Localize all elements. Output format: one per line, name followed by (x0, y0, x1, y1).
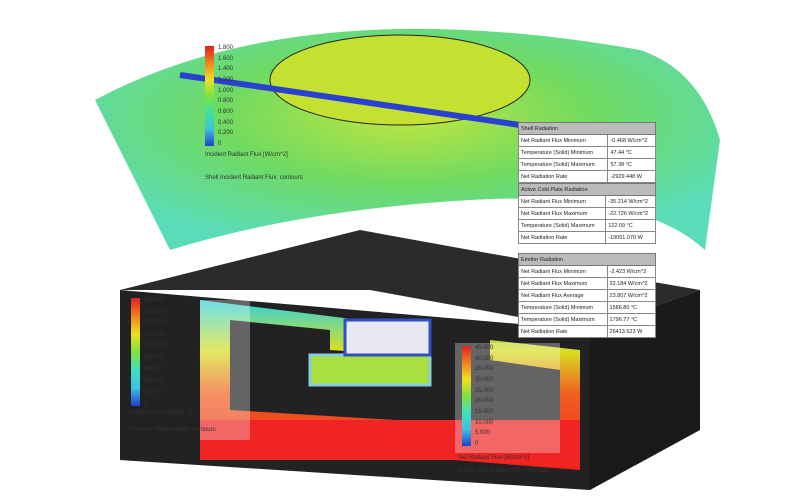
shell-legend-tick: 0.400 (218, 119, 234, 126)
emitter-legend-tick: 0 (475, 441, 479, 447)
row-label: Net Radiant Flux Maximum (517, 207, 607, 220)
shell-legend-label: Incident Radiant Flux [W/cm^2] (205, 152, 288, 158)
row-value: 26413.523 W (606, 325, 657, 338)
enclosure-side (590, 290, 700, 490)
table-row: Net Radiant Flux Minimum -2.423 W/cm^2 (518, 265, 657, 278)
shell-legend-tick: 1.600 (218, 55, 234, 62)
table-row: Net Radiant Flux Minimum -35.214 W/cm^2 (517, 195, 656, 208)
emitter-block (343, 318, 432, 357)
shell-legend-tick: 1.800 (218, 45, 234, 51)
temperature-legend-label: Temperature (Solid) [°C] (128, 410, 193, 416)
row-label: Net Radiant Flux Average (518, 289, 608, 302)
table-row: Net Radiant Flux Average 23.807 W/cm^2 (518, 289, 657, 302)
emitter-legend-tick: 35.000 (475, 366, 494, 373)
emitter-legend-tick: 30.000 (475, 377, 494, 383)
row-value: 1796.77 °C (606, 313, 657, 326)
emitter-legend-tick: 25.000 (475, 387, 494, 394)
emitter-legend-tick: 15.000 (475, 409, 494, 415)
row-value: 122.09 °C (605, 219, 656, 232)
emitter-plate (308, 353, 432, 387)
table-row: Net Radiation Rate -2929.448 W (517, 170, 656, 183)
shell-color-bar (205, 46, 214, 146)
row-value: -19051.070 W (605, 231, 656, 244)
temperature-legend-tick: 1800.00 (144, 297, 166, 303)
temperature-legend-tick: 600.00 (144, 366, 163, 373)
emitter-legend-plane (455, 343, 560, 453)
shell-legend-tick: 0.200 (218, 130, 234, 137)
row-label: Net Radiation Rate (518, 325, 608, 338)
row-label: Temperature (Solid) Maximum (518, 313, 608, 326)
shell-legend-tick: 1.000 (218, 87, 234, 94)
emitter-legend-tick: 20.000 (475, 398, 494, 405)
emitter-legend-caption: Emitter Net Radiant Flux: contours (458, 468, 550, 474)
row-label: Net Radiant Flux Maximum (518, 277, 608, 290)
table-row: Temperature (Solid) Maximum 1796.77 °C (518, 313, 657, 326)
cold-plate-ring (269, 34, 531, 126)
row-label: Net Radiation Rate (517, 170, 609, 183)
table-row: Net Radiation Rate -19051.070 W (517, 231, 656, 244)
row-label: Temperature (Solid) Minimum (518, 301, 608, 314)
temperature-legend-tick: 1200.00 (144, 331, 166, 338)
row-label: Net Radiant Flux Minimum (517, 134, 609, 147)
table-title: Shell Radiation (518, 122, 656, 135)
table-row: Temperature (Solid) Minimum 1586.80 °C (518, 301, 657, 314)
row-label: Net Radiation Rate (517, 231, 607, 244)
row-label: Temperature (Solid) Maximum (517, 219, 607, 232)
row-value: -35.214 W/cm^2 (605, 195, 656, 208)
table-row: Net Radiant Flux Maximum 32.184 W/cm^2 (518, 277, 657, 290)
row-value: -22.726 W/cm^2 (605, 207, 656, 220)
emitter-legend-tick: 10.000 (475, 419, 494, 426)
temperature-legend-tick: 1000.00 (144, 343, 166, 350)
temperature-legend-tick: 400.00 (144, 377, 163, 384)
temperature-color-bar (131, 298, 140, 406)
emitter-legend-tick: 45.000 (475, 345, 494, 351)
xsection-base-hot (200, 420, 580, 460)
temperature-legend-tick: 800.00 (144, 354, 163, 361)
table-row: Net Radiation Rate 26413.523 W (518, 325, 657, 338)
table-row: Temperature (Solid) Maximum 57.38 °C (517, 158, 656, 171)
emitter-legend-label: Net Radiant Flux [W/cm^2] (458, 455, 530, 461)
row-label: Temperature (Solid) Maximum (517, 158, 609, 171)
row-label: Temperature (Solid) Minimum (517, 146, 609, 159)
row-label: Net Radiant Flux Minimum (517, 195, 607, 208)
row-value: 57.38 °C (607, 158, 656, 171)
temperature-legend-tick: 200.00 (144, 389, 163, 396)
emitter-legend-tick: 40.000 (475, 355, 494, 362)
shell-legend-caption: Shell Incident Radiant Flux: contours (205, 175, 303, 181)
row-value: 1586.80 °C (606, 301, 657, 314)
row-value: 23.807 W/cm^2 (606, 289, 657, 302)
temperature-legend-tick: 1600.00 (144, 308, 166, 315)
shell-legend-tick: 0.600 (218, 109, 234, 115)
table-row: Net Radiant Flux Minimum -0.468 W/cm^2 (517, 134, 656, 147)
shell-legend-tick: 0 (218, 141, 222, 147)
row-value: 47.44 °C (607, 146, 656, 159)
emitter-legend-tick: 5.000 (475, 430, 491, 437)
table-title: Active Cold Plate Radiation (518, 183, 656, 196)
row-value: 32.184 W/cm^2 (606, 277, 657, 290)
row-value: -0.468 W/cm^2 (607, 134, 656, 147)
shell-legend-tick: 0.800 (218, 98, 234, 105)
table-row: Net Radiant Flux Maximum -22.726 W/cm^2 (517, 207, 656, 220)
shell-legend-tick: 1.400 (218, 66, 234, 73)
radiation-table: Emitter Radiation Net Radiant Flux Minimu… (518, 253, 657, 338)
radiation-table: Shell Radiation Net Radiant Flux Minimum -… (517, 122, 656, 183)
radiation-table: Active Cold Plate Radiation Net Radiant F… (517, 183, 656, 244)
row-label: Net Radiant Flux Minimum (518, 265, 608, 278)
temperature-legend-caption: X-Section Temperature: contours (128, 427, 216, 433)
shell-legend-tick: 1.200 (218, 77, 234, 83)
temperature-legend-tick: 0 (144, 401, 148, 407)
row-value: -2.423 W/cm^2 (606, 265, 657, 278)
temperature-legend-tick: 1400.00 (144, 320, 166, 327)
shell-beam (179, 72, 521, 128)
table-title: Emitter Radiation (518, 253, 656, 266)
xsection-plane (200, 300, 250, 440)
table-row: Temperature (Solid) Maximum 122.09 °C (517, 219, 656, 232)
row-value: -2929.448 W (607, 170, 656, 183)
table-row: Temperature (Solid) Minimum 47.44 °C (517, 146, 656, 159)
emitter-color-bar (462, 346, 471, 446)
